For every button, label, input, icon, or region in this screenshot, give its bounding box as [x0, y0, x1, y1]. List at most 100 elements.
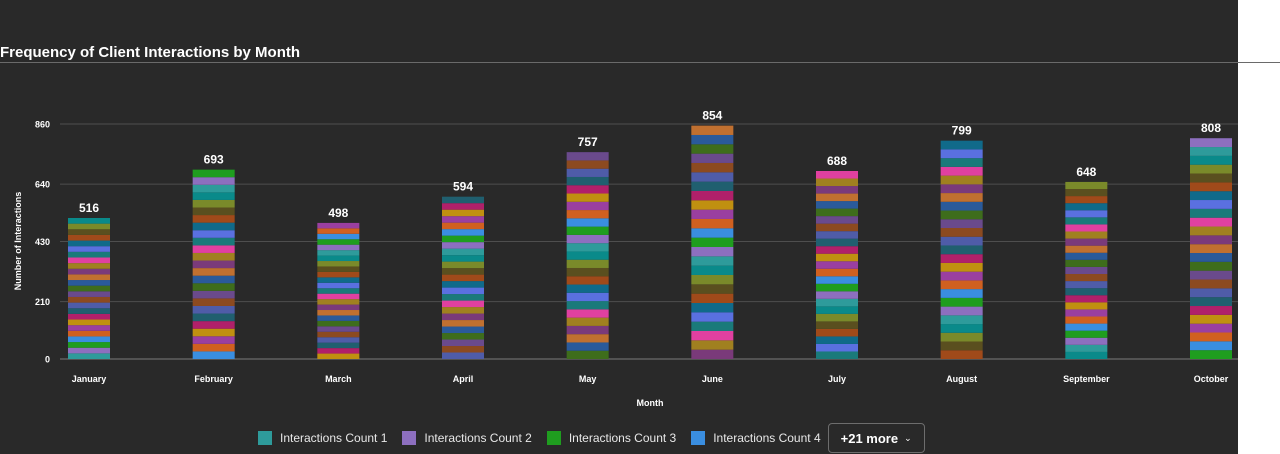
- bar-segment: [691, 162, 734, 173]
- bar-total-label: 693: [204, 153, 224, 167]
- bar-total-label: 854: [702, 109, 722, 123]
- bar-segment: [816, 313, 858, 322]
- bar-segment: [1190, 244, 1232, 254]
- bar-segment: [68, 263, 110, 269]
- bar-segment: [442, 209, 484, 217]
- bar-segment: [566, 309, 609, 318]
- bar-segment: [192, 313, 235, 322]
- legend-item[interactable]: Interactions Count 4: [691, 431, 821, 445]
- bar-segment: [1065, 217, 1108, 225]
- bar-segment: [68, 325, 110, 331]
- legend-item[interactable]: Interactions Count 2: [402, 431, 532, 445]
- bar-segment: [317, 233, 360, 240]
- bar-segment: [442, 339, 484, 347]
- bar-segment: [1190, 200, 1232, 209]
- bar-segment: [68, 302, 110, 309]
- bar-segment: [816, 343, 858, 352]
- bar-segment: [816, 223, 858, 232]
- bar-segment: [816, 193, 858, 202]
- bar-segment: [442, 196, 484, 204]
- bar-total-label: 516: [79, 201, 99, 215]
- bar-segment: [317, 315, 360, 321]
- bar-segment: [940, 350, 983, 359]
- bar-segment: [442, 242, 484, 249]
- chart-title: Frequency of Client Interactions by Mont…: [0, 44, 301, 61]
- bar-segment: [1065, 259, 1108, 267]
- x-tick-label: May: [579, 374, 597, 384]
- bar-segment: [68, 353, 110, 359]
- bar-segment: [816, 298, 858, 307]
- legend-swatch: [691, 431, 706, 445]
- bar-segment: [816, 186, 858, 194]
- bar-segment: [691, 218, 734, 229]
- x-tick-label: October: [1194, 374, 1229, 384]
- bar-segment: [1065, 281, 1108, 289]
- bar-segment: [442, 203, 484, 210]
- bar-segment: [442, 235, 484, 243]
- bar-segment: [566, 234, 609, 244]
- x-axis-label: Month: [637, 398, 664, 408]
- bar-segment: [442, 261, 484, 269]
- bar-segment: [1190, 208, 1232, 218]
- bar-segment: [68, 274, 110, 281]
- bar-segment: [691, 265, 734, 275]
- bar-segment: [566, 301, 609, 310]
- bar-segment: [68, 223, 110, 230]
- bar-segment: [68, 313, 110, 320]
- bar-segment: [566, 160, 609, 169]
- bar-segment: [1190, 138, 1232, 148]
- bar-segment: [442, 294, 484, 301]
- bar-segment: [1190, 155, 1232, 165]
- bar-segment: [566, 342, 609, 351]
- bar-segment: [566, 325, 609, 335]
- bar-segment: [816, 336, 858, 344]
- bar-segment: [940, 254, 983, 263]
- bar-segment: [691, 256, 734, 266]
- bar-segment: [192, 298, 235, 306]
- bar-segment: [68, 251, 110, 258]
- chart-legend: Interactions Count 1 Interactions Count …: [258, 423, 925, 453]
- legend-item[interactable]: Interactions Count 1: [258, 431, 387, 445]
- bar-segment: [68, 330, 110, 337]
- bar-segment: [566, 152, 609, 161]
- bar-segment: [442, 255, 484, 262]
- y-tick-label: 0: [45, 355, 50, 365]
- bar-segment: [1065, 210, 1108, 218]
- bar-total-label: 498: [328, 206, 348, 220]
- legend-item[interactable]: Interactions Count 3: [546, 431, 676, 445]
- bar-segment: [566, 334, 609, 343]
- bar-segment: [691, 330, 734, 341]
- bar-segment: [68, 268, 110, 275]
- bar-segment: [816, 283, 858, 292]
- bar-segment: [192, 192, 235, 200]
- bar-segment: [1065, 302, 1108, 310]
- legend-more-button[interactable]: +21 more ⌄: [827, 423, 925, 453]
- bar-segment: [691, 302, 734, 313]
- x-tick-label: August: [946, 374, 977, 384]
- bar-segment: [192, 207, 235, 216]
- bar-segment: [68, 285, 110, 292]
- legend-label: Interactions Count 1: [280, 431, 388, 445]
- y-tick-label: 430: [35, 237, 50, 247]
- bar-segment: [940, 236, 983, 246]
- x-tick-label: February: [194, 374, 233, 384]
- x-tick-label: March: [325, 374, 352, 384]
- bar-segment: [566, 267, 609, 277]
- bar-segment: [1065, 274, 1108, 282]
- bar-segment: [566, 243, 609, 252]
- bar-segment: [317, 310, 360, 316]
- bar-segment: [816, 216, 858, 224]
- bar-segment: [1065, 351, 1108, 359]
- bar-segment: [566, 350, 609, 359]
- bar-segment: [816, 276, 858, 284]
- bar-segment: [442, 320, 484, 327]
- bar-segment: [566, 317, 609, 326]
- bar-segment: [317, 255, 360, 262]
- y-tick-label: 640: [35, 180, 50, 190]
- bar-segment: [691, 293, 734, 303]
- bar-segment: [317, 342, 360, 349]
- bar-segment: [940, 315, 983, 325]
- bar-segment: [691, 321, 734, 331]
- bar-segment: [192, 184, 235, 193]
- bar-segment: [317, 304, 360, 311]
